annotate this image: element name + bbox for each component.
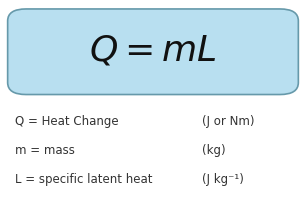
Text: m = mass: m = mass xyxy=(15,144,75,157)
FancyBboxPatch shape xyxy=(8,9,298,95)
Text: $\mathit{Q} = \mathit{mL}$: $\mathit{Q} = \mathit{mL}$ xyxy=(89,34,217,68)
Text: (J kg⁻¹): (J kg⁻¹) xyxy=(202,173,244,186)
Text: (kg): (kg) xyxy=(202,144,226,157)
Text: (J or Nm): (J or Nm) xyxy=(202,115,255,128)
Text: Q = Heat Change: Q = Heat Change xyxy=(15,115,119,128)
Text: L = specific latent heat: L = specific latent heat xyxy=(15,173,153,186)
